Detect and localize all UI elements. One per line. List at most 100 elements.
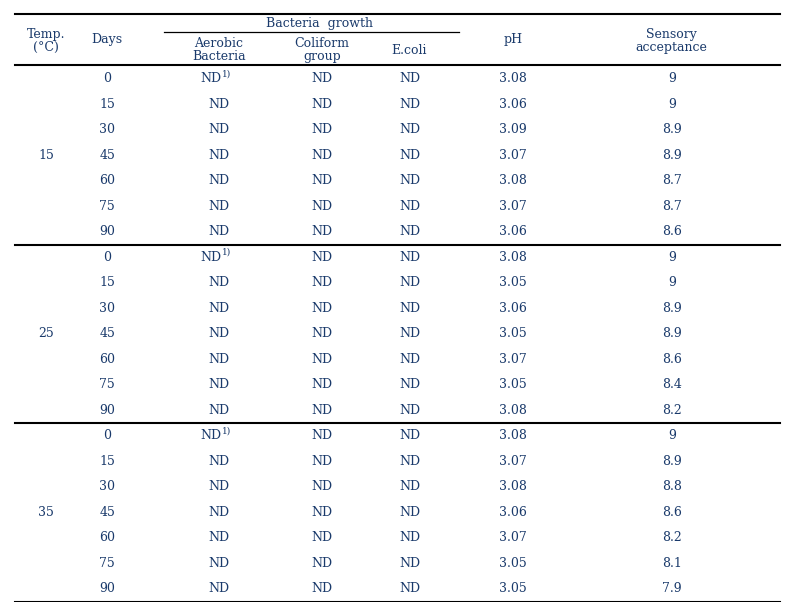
Text: 60: 60 <box>99 174 115 187</box>
Text: ND: ND <box>312 557 332 569</box>
Text: 3.06: 3.06 <box>498 506 527 519</box>
Text: ND: ND <box>399 123 420 136</box>
Text: ND: ND <box>399 276 420 289</box>
Text: 9: 9 <box>668 72 676 85</box>
Text: 1): 1) <box>222 69 231 78</box>
Text: 3.05: 3.05 <box>499 557 526 569</box>
Text: (°C): (°C) <box>33 41 59 54</box>
Text: ND: ND <box>208 582 229 595</box>
Text: 3.07: 3.07 <box>499 149 526 162</box>
Text: ND: ND <box>399 200 420 213</box>
Text: ND: ND <box>208 404 229 417</box>
Text: ND: ND <box>312 123 332 136</box>
Text: 0: 0 <box>103 72 111 85</box>
Text: ND: ND <box>208 149 229 162</box>
Text: 8.6: 8.6 <box>661 225 681 238</box>
Text: Coliform: Coliform <box>294 37 350 50</box>
Text: 1): 1) <box>222 248 231 256</box>
Text: 8.9: 8.9 <box>662 302 681 315</box>
Text: 3.06: 3.06 <box>498 98 527 111</box>
Text: 3.07: 3.07 <box>499 200 526 213</box>
Text: 8.6: 8.6 <box>661 506 681 519</box>
Text: ND: ND <box>208 302 229 315</box>
Text: ND: ND <box>312 378 332 391</box>
Text: ND: ND <box>312 72 332 85</box>
Text: ND: ND <box>208 123 229 136</box>
Text: 9: 9 <box>668 98 676 111</box>
Text: 3.05: 3.05 <box>499 582 526 595</box>
Text: ND: ND <box>399 480 420 493</box>
Text: 8.9: 8.9 <box>662 455 681 468</box>
Text: 25: 25 <box>38 327 54 340</box>
Text: ND: ND <box>312 302 332 315</box>
Text: ND: ND <box>208 480 229 493</box>
Text: ND: ND <box>312 327 332 340</box>
Text: 3.06: 3.06 <box>498 225 527 238</box>
Text: ND: ND <box>208 200 229 213</box>
Text: ND: ND <box>399 506 420 519</box>
Text: ND: ND <box>399 149 420 162</box>
Text: 75: 75 <box>99 378 115 391</box>
Text: ND: ND <box>208 327 229 340</box>
Text: 1): 1) <box>222 426 231 435</box>
Text: 3.08: 3.08 <box>498 174 527 187</box>
Text: ND: ND <box>312 531 332 544</box>
Text: ND: ND <box>399 98 420 111</box>
Text: pH: pH <box>503 33 522 46</box>
Text: ND: ND <box>312 455 332 468</box>
Text: ND: ND <box>312 251 332 264</box>
Text: ND: ND <box>312 353 332 366</box>
Text: ND: ND <box>399 251 420 264</box>
Text: 90: 90 <box>99 404 115 417</box>
Text: 45: 45 <box>99 149 115 162</box>
Text: 8.9: 8.9 <box>662 149 681 162</box>
Text: 90: 90 <box>99 225 115 238</box>
Text: ND: ND <box>399 327 420 340</box>
Text: ND: ND <box>208 98 229 111</box>
Text: ND: ND <box>208 506 229 519</box>
Text: 3.08: 3.08 <box>498 404 527 417</box>
Text: ND: ND <box>399 378 420 391</box>
Text: 7.9: 7.9 <box>662 582 681 595</box>
Text: ND: ND <box>399 404 420 417</box>
Text: 3.05: 3.05 <box>499 327 526 340</box>
Text: 75: 75 <box>99 557 115 569</box>
Text: 3.08: 3.08 <box>498 72 527 85</box>
Text: ND: ND <box>208 455 229 468</box>
Text: 3.07: 3.07 <box>499 455 526 468</box>
Text: ND: ND <box>399 455 420 468</box>
Text: 30: 30 <box>99 123 115 136</box>
Text: ND: ND <box>312 98 332 111</box>
Text: ND: ND <box>312 174 332 187</box>
Text: ND: ND <box>399 174 420 187</box>
Text: Aerobic: Aerobic <box>194 37 243 50</box>
Text: 3.06: 3.06 <box>498 302 527 315</box>
Text: ND: ND <box>399 302 420 315</box>
Text: ND: ND <box>200 251 221 264</box>
Text: ND: ND <box>399 582 420 595</box>
Text: 30: 30 <box>99 302 115 315</box>
Text: Sensory: Sensory <box>646 28 697 41</box>
Text: Temp.: Temp. <box>27 28 65 41</box>
Text: ND: ND <box>312 480 332 493</box>
Text: 60: 60 <box>99 353 115 366</box>
Text: ND: ND <box>399 557 420 569</box>
Text: 9: 9 <box>668 251 676 264</box>
Text: 90: 90 <box>99 582 115 595</box>
Text: ND: ND <box>200 429 221 442</box>
Text: 60: 60 <box>99 531 115 544</box>
Text: 8.6: 8.6 <box>661 353 681 366</box>
Text: ND: ND <box>399 353 420 366</box>
Text: Days: Days <box>91 33 123 46</box>
Text: 8.9: 8.9 <box>662 327 681 340</box>
Text: 9: 9 <box>668 429 676 442</box>
Text: ND: ND <box>312 506 332 519</box>
Text: 45: 45 <box>99 506 115 519</box>
Text: ND: ND <box>312 149 332 162</box>
Text: 15: 15 <box>99 98 115 111</box>
Text: 45: 45 <box>99 327 115 340</box>
Text: 3.09: 3.09 <box>499 123 526 136</box>
Text: 3.08: 3.08 <box>498 480 527 493</box>
Text: ND: ND <box>399 429 420 442</box>
Text: 3.07: 3.07 <box>499 531 526 544</box>
